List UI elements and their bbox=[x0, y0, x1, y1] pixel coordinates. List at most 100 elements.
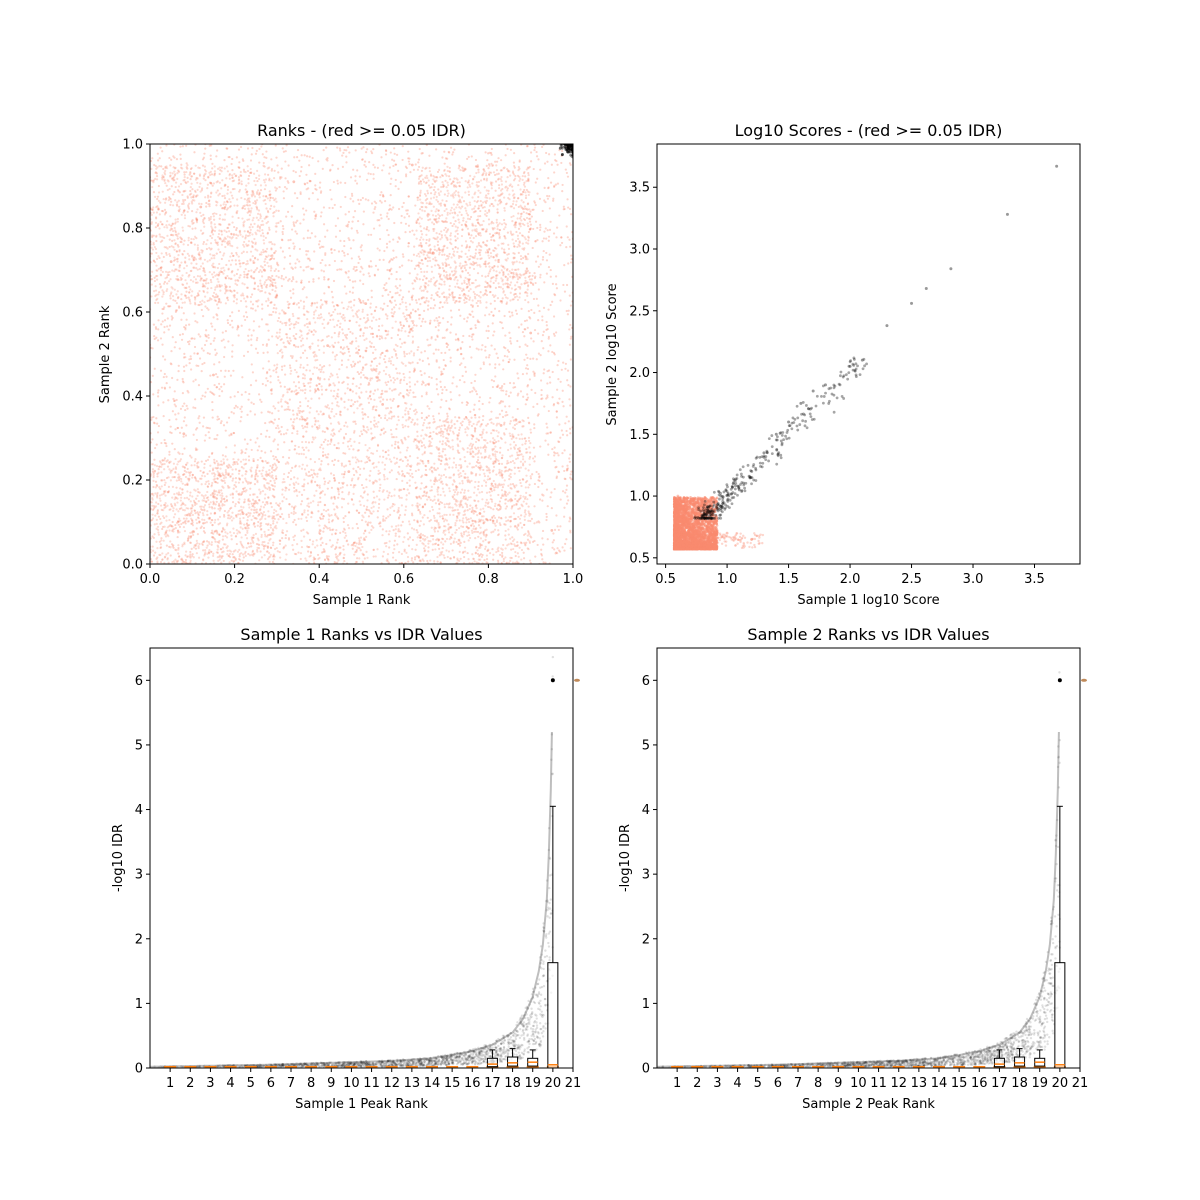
ranks-fail-point bbox=[163, 319, 167, 322]
ranks-fail-point bbox=[252, 459, 255, 463]
ranks-fail-point bbox=[557, 402, 560, 405]
ranks-fail-point bbox=[307, 474, 310, 478]
ranks-fail-point bbox=[403, 513, 407, 516]
ranks-fail-point bbox=[382, 427, 385, 430]
ranks-fail-point bbox=[339, 181, 342, 184]
ranks-fail-point bbox=[178, 205, 181, 208]
ranks-fail-point bbox=[364, 529, 367, 532]
ranks-fail-point bbox=[428, 520, 431, 523]
ranks-fail-point bbox=[503, 466, 506, 469]
ranks-fail-point bbox=[349, 404, 352, 408]
ranks-fail-point bbox=[492, 558, 495, 561]
ranks-fail-point bbox=[236, 462, 239, 466]
ranks-fail-point bbox=[338, 422, 341, 426]
ranks-fail-point bbox=[488, 363, 491, 366]
ranks-fail-point bbox=[279, 176, 282, 179]
ranks-fail-point bbox=[296, 219, 299, 222]
ranks-fail-point bbox=[175, 158, 179, 161]
ranks-fail-point bbox=[200, 477, 203, 480]
ranks-fail-point bbox=[295, 232, 299, 235]
ranks-fail-point bbox=[308, 197, 311, 200]
ranks-fail-point bbox=[394, 163, 397, 166]
ranks-fail-point bbox=[233, 460, 236, 464]
ranks-fail-point bbox=[338, 546, 341, 549]
ranks-fail-point bbox=[306, 504, 309, 507]
ranks-fail-point bbox=[365, 550, 368, 554]
ranks-fail-point bbox=[377, 372, 380, 375]
ranks-fail-point bbox=[206, 299, 209, 302]
ranks-fail-point bbox=[406, 463, 410, 466]
ranks-fail-point bbox=[401, 253, 405, 256]
ranks-fail-point bbox=[174, 185, 177, 189]
ranks-fail-point bbox=[442, 430, 445, 434]
ranks-fail-point bbox=[546, 538, 549, 541]
ranks-fail-point bbox=[456, 349, 459, 352]
ranks-fail-point bbox=[211, 184, 214, 187]
ranks-fail-point bbox=[196, 352, 199, 355]
ranks-fail-point bbox=[526, 281, 529, 284]
ranks-fail-point bbox=[382, 398, 385, 401]
ranks-fail-point bbox=[368, 264, 371, 267]
ranks-fail-point bbox=[309, 389, 312, 392]
ranks-fail-point bbox=[246, 442, 249, 445]
ranks-fail-point bbox=[194, 320, 197, 323]
ranks-fail-point bbox=[261, 343, 265, 346]
ranks-fail-point bbox=[202, 156, 206, 159]
ranks-fail-point bbox=[367, 456, 371, 459]
ranks-fail-point bbox=[214, 503, 217, 506]
ranks-fail-point bbox=[283, 441, 286, 444]
ranks-fail-point bbox=[428, 154, 431, 157]
ranks-fail-point bbox=[192, 259, 195, 262]
ranks-fail-point bbox=[558, 214, 561, 217]
ranks-fail-point bbox=[438, 554, 441, 557]
ranks-fail-point bbox=[223, 375, 226, 378]
ranks-fail-point bbox=[563, 449, 566, 452]
ranks-fail-point bbox=[540, 548, 543, 551]
ranks-fail-point bbox=[430, 297, 433, 300]
ranks-fail-point bbox=[342, 151, 345, 154]
ranks-fail-point bbox=[200, 347, 204, 350]
ranks-fail-point bbox=[533, 426, 536, 430]
ranks-fail-point bbox=[202, 240, 206, 244]
ranks-fail-point bbox=[359, 317, 362, 321]
ranks-fail-point bbox=[314, 473, 317, 476]
ranks-fail-point bbox=[307, 449, 310, 452]
ranks-fail-point bbox=[458, 378, 462, 382]
ranks-fail-point bbox=[271, 283, 274, 286]
ranks-fail-point bbox=[406, 488, 409, 491]
ranks-fail-point bbox=[280, 531, 284, 534]
ranks-fail-point bbox=[166, 465, 170, 468]
ranks-fail-point bbox=[357, 348, 360, 352]
ranks-fail-point bbox=[453, 497, 456, 501]
ranks-fail-point bbox=[421, 152, 424, 155]
ranks-fail-point bbox=[451, 382, 454, 385]
ranks-fail-point bbox=[473, 262, 476, 265]
ranks-fail-point bbox=[173, 448, 176, 451]
ranks-fail-point bbox=[442, 183, 445, 186]
ranks-fail-point bbox=[322, 364, 326, 368]
ranks-fail-point bbox=[301, 288, 304, 291]
ranks-fail-point bbox=[202, 314, 205, 318]
ranks-fail-point bbox=[559, 436, 562, 439]
ranks-fail-point bbox=[394, 440, 397, 443]
ranks-fail-point bbox=[507, 360, 510, 364]
ranks-fail-point bbox=[311, 441, 314, 444]
ranks-fail-point bbox=[313, 210, 316, 213]
ranks-fail-point bbox=[522, 201, 525, 204]
ranks-fail-point bbox=[380, 156, 383, 159]
ranks-fail-point bbox=[171, 376, 174, 380]
ranks-fail-point bbox=[546, 194, 549, 198]
ranks-fail-point bbox=[558, 423, 561, 426]
ranks-fail-point bbox=[393, 544, 396, 547]
ranks-fail-point bbox=[231, 270, 234, 273]
ranks-fail-point bbox=[508, 170, 511, 173]
ranks-fail-point bbox=[161, 527, 164, 531]
ranks-fail-point bbox=[243, 438, 247, 441]
ranks-fail-point bbox=[350, 342, 353, 345]
ranks-fail-point bbox=[445, 399, 448, 403]
ranks-fail-point bbox=[503, 314, 506, 318]
ranks-fail-point bbox=[288, 364, 292, 367]
ranks-fail-point bbox=[371, 408, 374, 411]
ranks-fail-point bbox=[441, 392, 444, 395]
ranks-fail-point bbox=[309, 458, 312, 461]
